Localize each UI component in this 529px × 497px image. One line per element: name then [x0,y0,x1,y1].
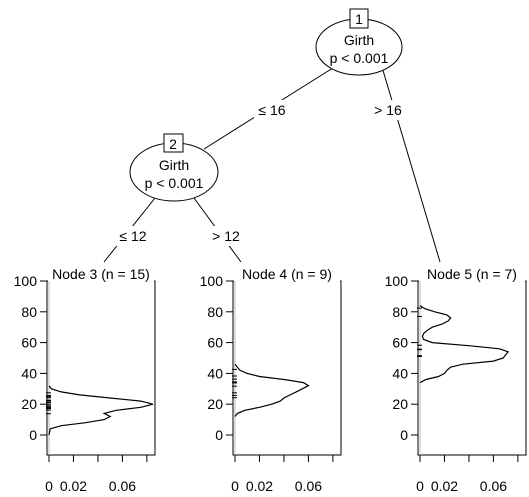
x-tick-label: 0 [231,478,239,494]
panel-title: Node 4 (n = 9) [242,266,332,282]
panel-title-bg [419,266,525,282]
panel-title-bg [48,266,154,282]
y-tick-label: 20 [392,396,408,412]
terminal-panel-3: Node 3 (n = 15) 0 20 40 60 80 100 0 0.02 0.06 [14,266,156,494]
edge-1-5 [381,66,441,263]
x-tick-label: 0.06 [109,478,136,494]
panel-frame [232,280,342,456]
node-pvalue-2: p < 0.001 [145,175,204,191]
node-id-box-1 [349,8,369,29]
y-tick-label: 40 [392,365,408,381]
panel-title: Node 3 (n = 15) [52,266,150,282]
panel-frame [417,280,527,456]
edge-label-bg-4 [207,226,245,246]
y-tick-label: 80 [207,304,223,320]
y-tick-label: 100 [200,273,224,289]
x-tick-label: 0 [416,478,424,494]
y-tick-label: 100 [385,273,409,289]
y-tick-label: 80 [392,304,408,320]
y-tick-label: 20 [21,396,37,412]
node-id-2: 2 [169,136,177,152]
edge-label-1-2: ≤ 16 [258,102,285,118]
y-tick-label: 0 [400,427,408,443]
edge-label-bg-3 [115,226,151,246]
x-tick-label: 0.02 [431,478,458,494]
x-tick-label: 0.06 [295,478,322,494]
panel-title: Node 5 (n = 7) [427,266,517,282]
y-tick-label: 0 [29,427,37,443]
y-tick-label: 60 [207,335,223,351]
y-tick-label: 100 [14,273,38,289]
edge-label-2-3: ≤ 12 [119,228,146,244]
edge-label-bg-2 [369,100,407,120]
edge-label-bg-1 [254,100,290,120]
density-curve [48,385,154,436]
x-tick-label: 0 [45,478,53,494]
y-tick-label: 60 [21,335,37,351]
density-curve [234,363,310,417]
y-tick-label: 40 [21,365,37,381]
panel-frame [46,280,156,456]
terminal-panel-5: Node 5 (n = 7) 0 20 40 60 80 100 0 0.02 0.06 [385,266,527,494]
edge-label-1-5: > 16 [374,102,402,118]
x-tick-label: 0.02 [246,478,273,494]
terminal-panel-4: Node 4 (n = 9) 0 20 40 60 80 100 0 0.02 0.06 [200,266,342,494]
y-tick-label: 80 [21,304,37,320]
x-tick-label: 0.02 [60,478,87,494]
panel-title-bg [234,266,340,282]
x-tick-label: 0.06 [480,478,507,494]
y-tick-label: 0 [215,427,223,443]
node-pvalue-1: p < 0.001 [330,50,389,66]
node-id-box-2 [163,133,184,153]
y-tick-label: 20 [207,396,223,412]
y-tick-label: 40 [207,365,223,381]
node-variable-2: Girth [159,157,189,173]
density-curve [419,305,510,384]
edge-label-2-4: > 12 [212,228,240,244]
y-tick-label: 60 [392,335,408,351]
node-variable-1: Girth [344,32,374,48]
node-id-1: 1 [355,11,363,27]
